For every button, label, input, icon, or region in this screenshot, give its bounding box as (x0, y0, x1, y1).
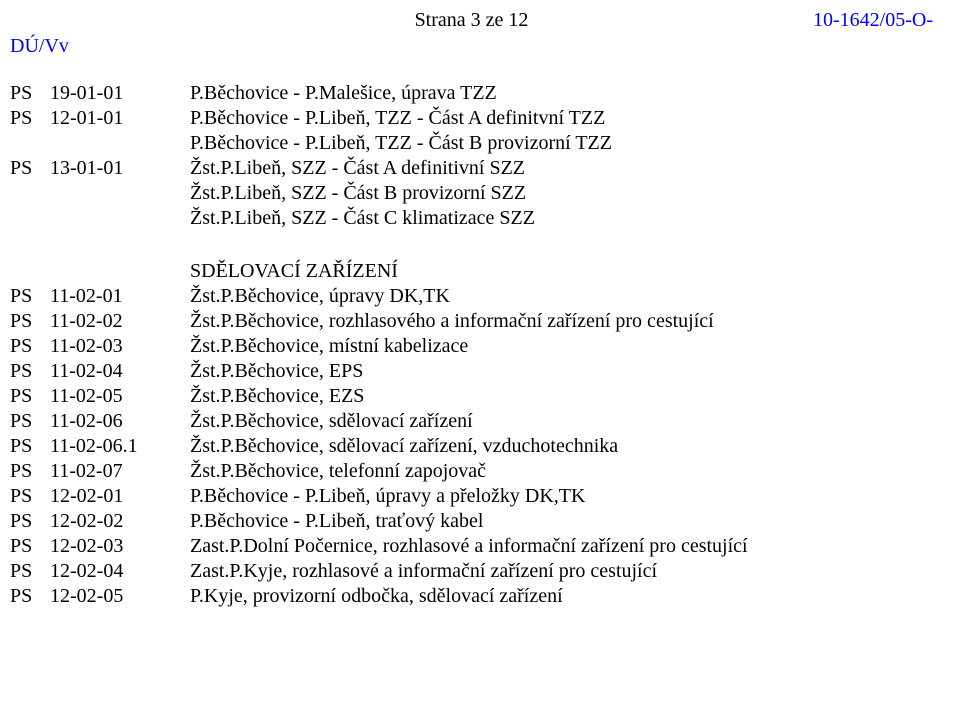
col-code: 11-02-06 (50, 409, 190, 434)
col-ps: PS (10, 334, 50, 359)
col-ps: PS (10, 284, 50, 309)
list-item: PS13-01-01Žst.P.Libeň, SZZ - Část A defi… (10, 156, 933, 181)
col-desc: Žst.P.Běchovice, EPS (190, 359, 933, 384)
list-item: PS19-01-01P.Běchovice - P.Malešice, úpra… (10, 81, 933, 106)
col-ps: PS (10, 384, 50, 409)
col-code (50, 206, 190, 231)
reference-number: 10-1642/05-O- (813, 8, 933, 33)
col-code: 11-02-07 (50, 459, 190, 484)
col-ps (10, 131, 50, 156)
col-ps: PS (10, 584, 50, 609)
col-code: 12-02-03 (50, 534, 190, 559)
col-code: 19-01-01 (50, 81, 190, 106)
col-code: 13-01-01 (50, 156, 190, 181)
list-item: PS12-02-04Zast.P.Kyje, rozhlasové a info… (10, 559, 933, 584)
col-desc: Žst.P.Libeň, SZZ - Část C klimatizace SZ… (190, 206, 933, 231)
col-ps: PS (10, 534, 50, 559)
col-desc: Žst.P.Běchovice, sdělovací zařízení (190, 409, 933, 434)
col-ps: PS (10, 559, 50, 584)
list-item: PS11-02-05Žst.P.Běchovice, EZS (10, 384, 933, 409)
col-code: 12-02-02 (50, 509, 190, 534)
list-item: PS11-02-01Žst.P.Běchovice, úpravy DK,TK (10, 284, 933, 309)
list-item: PS12-01-01P.Běchovice - P.Libeň, TZZ - Č… (10, 106, 933, 131)
col-desc: Žst.P.Běchovice, úpravy DK,TK (190, 284, 933, 309)
col-desc: P.Běchovice - P.Libeň, úpravy a přeložky… (190, 484, 933, 509)
col-desc: Žst.P.Běchovice, telefonní zapojovač (190, 459, 933, 484)
rows-top-block: PS19-01-01P.Běchovice - P.Malešice, úpra… (10, 81, 933, 231)
spacer (10, 59, 933, 81)
list-item: Žst.P.Libeň, SZZ - Část C klimatizace SZ… (10, 206, 933, 231)
list-item: PS12-02-05P.Kyje, provizorní odbočka, sd… (10, 584, 933, 609)
col-ps: PS (10, 81, 50, 106)
col-ps: PS (10, 459, 50, 484)
col-ps (10, 181, 50, 206)
list-item: PS11-02-06Žst.P.Běchovice, sdělovací zař… (10, 409, 933, 434)
col-desc: Žst.P.Běchovice, místní kabelizace (190, 334, 933, 359)
list-item: PS12-02-02P.Běchovice - P.Libeň, traťový… (10, 509, 933, 534)
col-code: 12-01-01 (50, 106, 190, 131)
col-ps: PS (10, 509, 50, 534)
col-desc: P.Běchovice - P.Libeň, TZZ - Část A defi… (190, 106, 933, 131)
col-code (50, 131, 190, 156)
col-ps: PS (10, 484, 50, 509)
col-desc: P.Kyje, provizorní odbočka, sdělovací za… (190, 584, 933, 609)
col-ps: PS (10, 359, 50, 384)
col-code: 12-02-04 (50, 559, 190, 584)
col-code: 11-02-04 (50, 359, 190, 384)
col-ps: PS (10, 156, 50, 181)
reference-left: DÚ/Vv (10, 34, 933, 59)
list-item: PS11-02-07Žst.P.Běchovice, telefonní zap… (10, 459, 933, 484)
col-desc: Žst.P.Běchovice, sdělovací zařízení, vzd… (190, 434, 933, 459)
col-ps: PS (10, 434, 50, 459)
col-desc: P.Běchovice - P.Libeň, traťový kabel (190, 509, 933, 534)
list-item: PS11-02-06.1Žst.P.Běchovice, sdělovací z… (10, 434, 933, 459)
list-item: PS12-02-03Zast.P.Dolní Počernice, rozhla… (10, 534, 933, 559)
col-desc: P.Běchovice - P.Libeň, TZZ - Část B prov… (190, 131, 933, 156)
page-number: Strana 3 ze 12 (10, 8, 933, 33)
col-code: 11-02-06.1 (50, 434, 190, 459)
col-desc: Zast.P.Dolní Počernice, rozhlasové a inf… (190, 534, 933, 559)
list-item: PS11-02-04Žst.P.Běchovice, EPS (10, 359, 933, 384)
col-code: 12-02-01 (50, 484, 190, 509)
col-code: 11-02-05 (50, 384, 190, 409)
col-code (50, 181, 190, 206)
col-desc: Zast.P.Kyje, rozhlasové a informační zař… (190, 559, 933, 584)
list-item: PS12-02-01P.Běchovice - P.Libeň, úpravy … (10, 484, 933, 509)
col-code: 11-02-02 (50, 309, 190, 334)
col-ps: PS (10, 106, 50, 131)
list-item: PS11-02-02Žst.P.Běchovice, rozhlasového … (10, 309, 933, 334)
col-desc: Žst.P.Libeň, SZZ - Část B provizorní SZZ (190, 181, 933, 206)
document-page: Strana 3 ze 12 10-1642/05-O- DÚ/Vv PS19-… (0, 0, 959, 609)
spacer (10, 231, 933, 253)
list-item: P.Běchovice - P.Libeň, TZZ - Část B prov… (10, 131, 933, 156)
col-code: 11-02-01 (50, 284, 190, 309)
header-line: Strana 3 ze 12 10-1642/05-O- (10, 8, 933, 34)
col-ps: PS (10, 309, 50, 334)
section-title: SDĚLOVACÍ ZAŘÍZENÍ (190, 259, 933, 284)
col-code: 12-02-05 (50, 584, 190, 609)
col-desc: Žst.P.Libeň, SZZ - Část A definitivní SZ… (190, 156, 933, 181)
rows-bottom-block: PS11-02-01Žst.P.Běchovice, úpravy DK,TKP… (10, 284, 933, 609)
list-item: Žst.P.Libeň, SZZ - Část B provizorní SZZ (10, 181, 933, 206)
col-ps: PS (10, 409, 50, 434)
col-desc: Žst.P.Běchovice, EZS (190, 384, 933, 409)
col-code: 11-02-03 (50, 334, 190, 359)
col-desc: Žst.P.Běchovice, rozhlasového a informač… (190, 309, 933, 334)
col-desc: P.Běchovice - P.Malešice, úprava TZZ (190, 81, 933, 106)
list-item: PS11-02-03Žst.P.Běchovice, místní kabeli… (10, 334, 933, 359)
col-ps (10, 206, 50, 231)
